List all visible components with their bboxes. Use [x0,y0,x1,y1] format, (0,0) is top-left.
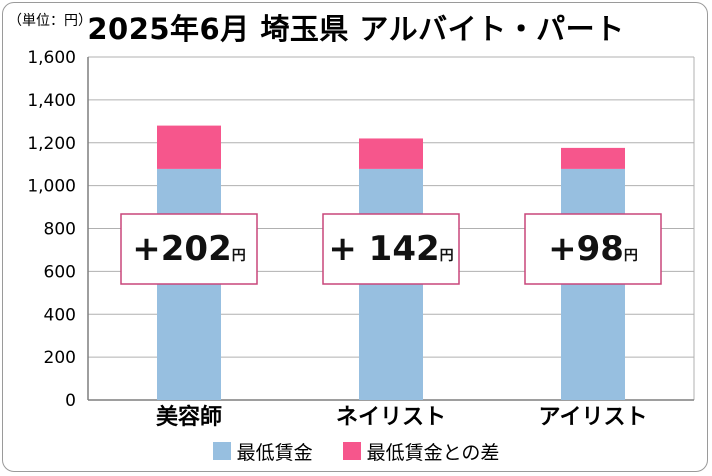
y-tick-label: 800 [44,220,76,240]
legend-label-difference: 最低賃金との差 [366,441,500,464]
y-tick-label: 400 [44,305,76,325]
x-category-label: ネイリスト [336,405,446,430]
bar-difference [359,138,423,169]
legend-item-minimum-wage: 最低賃金 [212,438,313,465]
y-tick-label: 1,000 [27,177,76,197]
legend: 最低賃金 最低賃金との差 [0,436,712,466]
y-tick-label: 1,400 [27,91,76,111]
callout-plus: + [328,229,368,269]
y-tick-label: 200 [44,348,76,368]
callout-box [322,213,460,285]
legend-item-difference: 最低賃金との差 [342,438,500,465]
x-category-label: アイリスト [539,405,648,430]
legend-label-minimum-wage: 最低賃金 [236,441,313,464]
callout-unit: 円 [232,248,246,264]
callout-unit: 円 [440,248,454,264]
callout-box [524,213,662,285]
callout-text: +202円 [132,229,245,269]
x-category-label: 美容師 [156,404,222,430]
callout-plus: + [132,229,161,269]
y-tick-label: 0 [65,391,76,411]
y-tick-label: 600 [44,262,76,282]
bar-difference [157,125,221,169]
callout-box [120,213,258,285]
chart-frame [2,2,708,472]
callout-unit: 円 [624,248,638,264]
y-tick-label: 1,200 [27,134,76,154]
callout-plus: + [548,229,577,269]
legend-swatch-minimum-wage [212,442,231,460]
legend-swatch-difference [342,442,361,460]
y-tick-label: 1,600 [27,48,76,68]
callout-text: +98円 [548,229,638,269]
callout-value: 202 [161,229,232,269]
bar-difference [561,147,625,169]
callout-text: + 142円 [328,229,453,269]
callout-value: 142 [369,229,440,269]
callout-value: 98 [577,229,624,269]
unit-label: （単位：円） [8,13,92,29]
chart-title: 2025年6月 埼玉県 アルバイト・パート [87,12,625,46]
